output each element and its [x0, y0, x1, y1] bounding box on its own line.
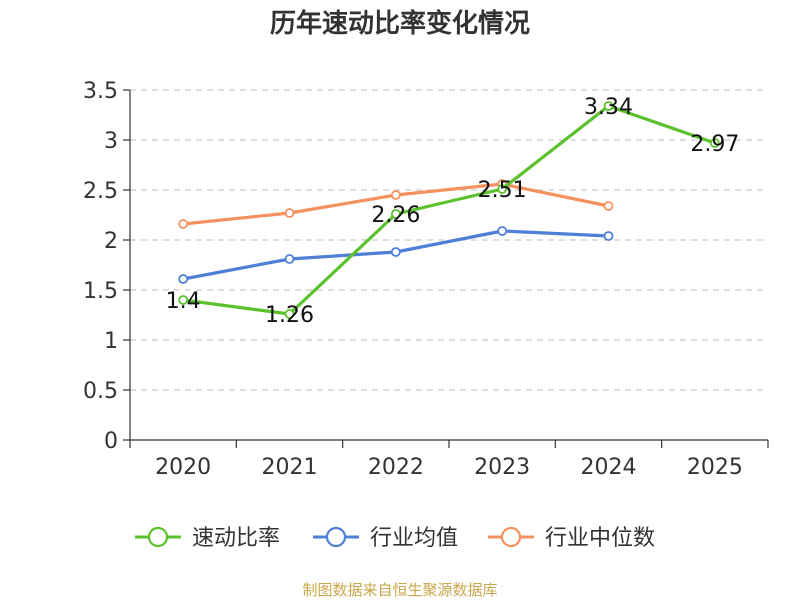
- x-tick-label: 2023: [474, 455, 530, 480]
- data-point[interactable]: [709, 138, 720, 148]
- y-tick-label: 3.5: [83, 79, 118, 104]
- legend-label: 速动比率: [192, 526, 280, 551]
- data-point[interactable]: [497, 184, 508, 194]
- series-2: [178, 179, 614, 229]
- data-point[interactable]: [284, 254, 295, 264]
- axes: 0 0.5 1 1.5 2 2.5 3 3.5 2020 2021 2022 2023 2024 2025: [83, 79, 769, 480]
- series-lines: [178, 101, 720, 319]
- data-point[interactable]: [603, 101, 614, 111]
- data-point[interactable]: [390, 247, 401, 257]
- x-tick-label: 2020: [155, 455, 211, 480]
- legend-marker: [325, 526, 347, 548]
- data-point[interactable]: [178, 274, 189, 284]
- data-point[interactable]: [390, 190, 401, 200]
- data-labels: 1.4 1.26 2.26 2.51 3.34 2.97: [166, 95, 740, 328]
- y-tick-label: 2: [104, 229, 118, 254]
- chart-title: 历年速动比率变化情况: [270, 8, 530, 39]
- y-tick-label: 3: [104, 129, 118, 154]
- y-tick-label: 1: [104, 329, 118, 354]
- legend-marker: [147, 526, 169, 548]
- y-tick-label: 0: [104, 429, 118, 454]
- y-tick-label: 2.5: [83, 179, 118, 204]
- legend[interactable]: 速动比率 行业均值 行业中位数: [135, 526, 655, 551]
- series-line: [181, 104, 717, 316]
- data-label: 1.26: [265, 303, 314, 328]
- legend-item[interactable]: 行业中位数: [488, 526, 655, 551]
- x-tick-label: 2022: [368, 455, 424, 480]
- data-point[interactable]: [284, 208, 295, 218]
- data-label: 2.51: [478, 178, 527, 203]
- legend-item[interactable]: 行业均值: [313, 526, 458, 551]
- data-point[interactable]: [284, 309, 295, 319]
- data-point[interactable]: [603, 201, 614, 211]
- y-tick-label: 1.5: [83, 279, 118, 304]
- legend-marker: [500, 526, 522, 548]
- x-tick-label: 2025: [687, 455, 743, 480]
- legend-item[interactable]: 速动比率: [135, 526, 280, 551]
- legend-label: 行业均值: [370, 526, 458, 551]
- x-tick-label: 2021: [262, 455, 318, 480]
- data-label: 2.97: [690, 132, 739, 157]
- data-point[interactable]: [178, 219, 189, 229]
- y-tick-label: 0.5: [83, 379, 118, 404]
- x-tick-label: 2024: [581, 455, 637, 480]
- data-label: 1.4: [166, 289, 201, 314]
- data-label: 2.26: [371, 203, 420, 228]
- data-point[interactable]: [390, 209, 401, 219]
- legend-label: 行业中位数: [545, 526, 655, 551]
- series-1: [178, 226, 614, 284]
- data-point[interactable]: [603, 231, 614, 241]
- source-note: 制图数据来自恒生聚源数据库: [302, 581, 497, 599]
- series-0: [178, 101, 720, 319]
- data-point[interactable]: [497, 226, 508, 236]
- data-label: 3.34: [584, 95, 633, 120]
- data-point[interactable]: [178, 295, 189, 305]
